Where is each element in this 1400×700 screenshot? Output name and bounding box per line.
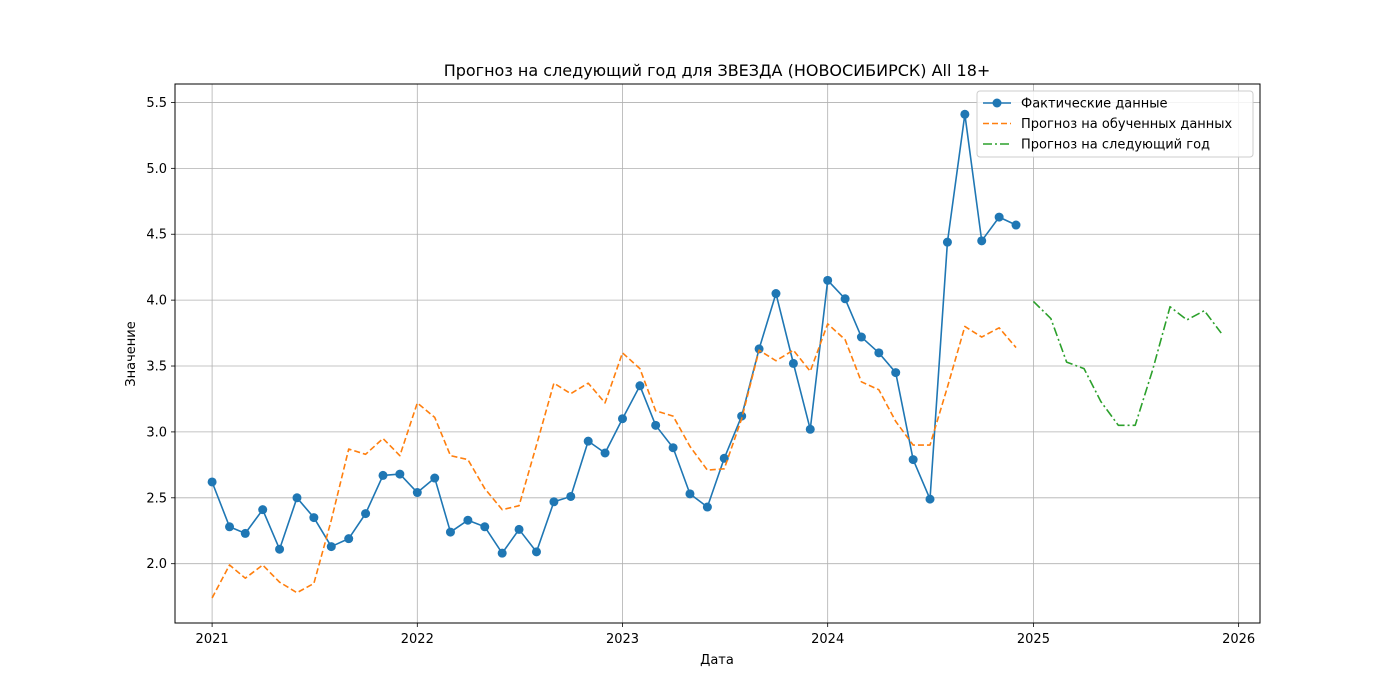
data-point-actual (344, 534, 354, 544)
y-tick-label: 2.5 (146, 491, 167, 506)
data-point-actual (960, 109, 970, 119)
legend-box (976, 90, 1254, 158)
x-axis-label: Дата (700, 653, 734, 668)
y-tick-label: 4.5 (146, 228, 167, 243)
legend-label-forecast: Прогноз на следующий год (1021, 138, 1210, 153)
data-point-actual (258, 505, 268, 515)
data-point-actual (480, 522, 490, 532)
data-point-actual (617, 414, 627, 424)
x-tick-label: 2025 (1017, 632, 1050, 647)
data-point-actual (275, 544, 285, 554)
data-point-actual (514, 524, 524, 534)
data-point-actual (651, 420, 661, 430)
x-tick-label: 2024 (811, 632, 844, 647)
data-point-actual (805, 424, 815, 434)
chart-title: Прогноз на следующий год для ЗВЕЗДА (НОВ… (444, 61, 991, 80)
data-point-actual (378, 470, 388, 480)
y-tick-label: 4.0 (146, 294, 167, 309)
data-point-actual (737, 411, 747, 421)
data-point-actual (1011, 220, 1021, 230)
data-point-actual (942, 237, 952, 247)
data-point-actual (874, 348, 884, 358)
y-tick-label: 2.0 (146, 557, 167, 572)
legend-label-actual: Фактические данные (1021, 97, 1168, 112)
data-point-actual (430, 473, 440, 483)
data-point-actual (240, 528, 250, 538)
data-point-actual (445, 527, 455, 537)
data-point-actual (309, 513, 319, 523)
data-point-actual (395, 469, 405, 479)
data-point-actual (994, 212, 1004, 222)
data-point-actual (600, 448, 610, 458)
x-tick-label: 2023 (606, 632, 639, 647)
y-tick-label: 5.0 (146, 162, 167, 177)
series-line-fitted (211, 323, 1017, 599)
data-point-actual (463, 515, 473, 525)
y-axis-label: Значение (124, 321, 139, 386)
data-point-actual (891, 368, 901, 378)
y-tick-label: 5.5 (146, 96, 167, 111)
x-tick-label: 2021 (196, 632, 229, 647)
data-point-actual (977, 236, 987, 246)
data-point-actual (771, 289, 781, 299)
data-point-actual (823, 275, 833, 285)
data-point-actual (702, 502, 712, 512)
y-tick-label: 3.0 (146, 425, 167, 440)
plot-frame (174, 83, 1261, 624)
x-tick-label: 2022 (401, 632, 434, 647)
data-point-actual (361, 509, 371, 519)
data-point-actual (497, 548, 507, 558)
data-point-actual (225, 522, 235, 532)
data-point-actual (292, 493, 302, 503)
data-point-actual (635, 381, 645, 391)
data-point-actual (583, 436, 593, 446)
y-tick-label: 3.5 (146, 360, 167, 375)
data-point-actual (566, 491, 576, 501)
data-point-actual (925, 494, 935, 504)
data-point-actual (326, 542, 336, 552)
legend-marker-actual (992, 98, 1002, 108)
data-point-actual (840, 294, 850, 304)
data-point-actual (685, 489, 695, 499)
data-point-actual (788, 358, 798, 368)
series-layer (207, 109, 1222, 599)
data-point-actual (908, 455, 918, 465)
legend: Фактические данные Прогноз на обученных д… (976, 90, 1254, 158)
data-point-actual (412, 488, 422, 498)
ticks: 2021 2022 2023 2024 2025 2026 2.0 2.5 3.0 3.5 4.0 4… (146, 96, 1255, 647)
data-point-actual (207, 477, 217, 487)
data-point-actual (549, 497, 559, 507)
legend-label-fitted: Прогноз на обученных данных (1021, 117, 1233, 132)
data-point-actual (856, 332, 866, 342)
x-tick-label: 2026 (1222, 632, 1255, 647)
data-point-actual (668, 443, 678, 453)
data-point-actual (531, 547, 541, 557)
grid (175, 84, 1260, 623)
